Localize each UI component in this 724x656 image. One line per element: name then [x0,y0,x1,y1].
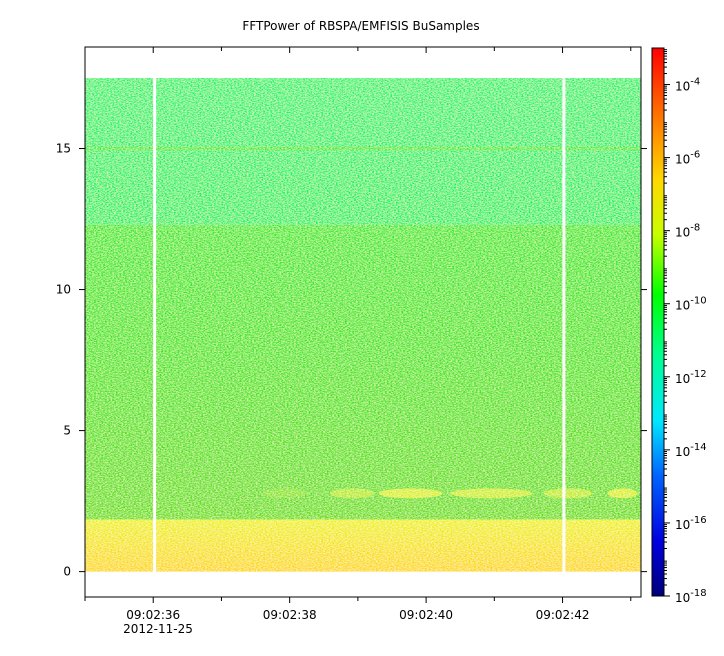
emission-streak-segment [262,488,308,499]
band-low-frequency [85,519,641,572]
y-tick-label: 0 [63,565,71,579]
colorbar: 10-4 10-6 10-8 10-10 10-12 10-14 10-16 10-18 [651,47,707,605]
colorbar-tick-label: 10-18 [675,588,707,605]
emission-streak [262,488,638,499]
colorbar-fill [651,47,665,597]
x-axis: 09:02:36 09:02:38 09:02:40 09:02:42 [84,47,632,622]
colorbar-ticks: 10-4 10-6 10-8 10-10 10-12 10-14 10-16 10-18 [664,49,707,605]
data-gaps [153,77,566,573]
colorbar-tick-label: 10-14 [675,442,707,459]
colorbar-tick-label: 10-4 [675,77,700,94]
colorbar-tick-label: 10-6 [675,150,700,167]
data-gap [562,77,566,573]
colorbar-tick-label: 10-8 [675,223,700,240]
emission-streak-segment [449,488,533,499]
band-high-frequency [85,78,641,225]
colorbar-tick-label: 10-10 [675,296,707,313]
y-tick-label: 15 [56,142,71,156]
chart-title: FFTPower of RBSPA/EMFISIS BuSamples [242,19,479,33]
colorbar-tick-label: 10-12 [675,369,707,386]
spectrogram-image [85,78,641,572]
x-axis-date-label: 2012-11-25 [123,622,193,636]
emission-streak-segment [329,488,375,499]
emission-streak-segment [378,488,443,499]
data-gap [153,77,157,573]
x-tick-label: 09:02:38 [263,608,317,622]
x-tick-label: 09:02:40 [399,608,453,622]
emission-streak-segment [543,488,593,499]
plot-frame [84,46,642,598]
y-tick-label: 5 [63,424,71,438]
x-tick-label: 09:02:42 [536,608,590,622]
colorbar-tick-label: 10-16 [675,515,707,532]
emission-streak-segment [607,488,638,499]
plot-area [84,46,642,598]
y-tick-label: 10 [56,283,71,297]
x-tick-label: 09:02:36 [126,608,180,622]
band-line-15 [85,147,641,150]
y-axis: 0 5 10 15 [56,142,647,579]
band-mid-frequency [85,224,641,520]
